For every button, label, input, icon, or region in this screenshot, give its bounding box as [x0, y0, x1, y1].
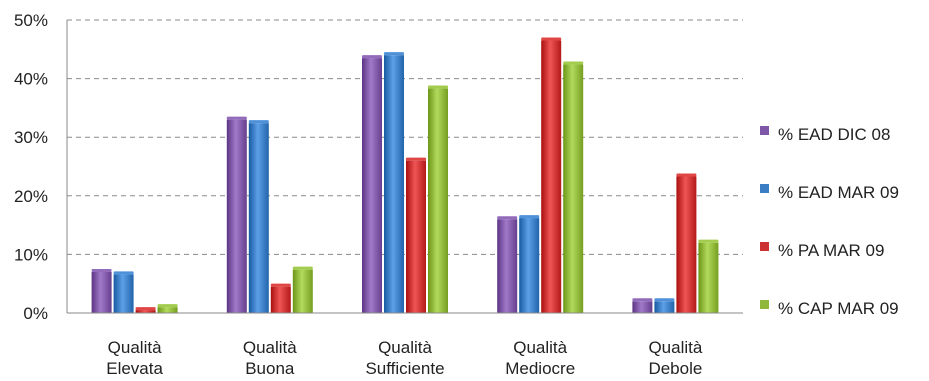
bar [91, 271, 112, 313]
bar [157, 307, 178, 313]
bar-cap [497, 216, 518, 220]
bar [563, 64, 584, 313]
bar-cap [632, 298, 653, 302]
y-tick-label: 30% [14, 128, 48, 147]
bar [384, 55, 404, 313]
bar-cap [157, 304, 178, 308]
x-category-label: Buona [245, 359, 295, 378]
bar [497, 219, 518, 313]
bar-cap [362, 55, 382, 59]
bar-cap [428, 85, 448, 89]
bar-cap [248, 120, 269, 124]
x-axis: Qualità Elevata Qualità Buona Qualità Suffici… [67, 312, 743, 378]
bar-cap [292, 266, 313, 270]
x-category-label: Qualità [648, 338, 702, 357]
legend-label: % CAP MAR 09 [778, 299, 899, 318]
bar [135, 310, 156, 313]
x-category-label: Mediocre [505, 359, 575, 378]
bar-cap [698, 239, 719, 243]
bar [698, 242, 719, 313]
legend-label: % PA MAR 09 [778, 241, 884, 260]
y-axis: 0% 10% 20% 30% 40% 50% [14, 11, 68, 323]
legend: % EAD DIC 08 % EAD MAR 09 % PA MAR 09 % CAP… [760, 125, 899, 318]
bar [519, 218, 540, 313]
y-tick-label: 20% [14, 187, 48, 206]
bar [270, 286, 291, 313]
bar [632, 301, 653, 313]
x-category-label: Qualità [378, 338, 432, 357]
bar-cap [226, 116, 247, 120]
legend-swatch [760, 126, 769, 135]
x-category-label: Elevata [106, 359, 163, 378]
bar-cap [270, 283, 291, 287]
x-category-label: Qualità [513, 338, 567, 357]
bar [428, 88, 448, 313]
bar-cap [519, 215, 540, 219]
y-tick-label: 0% [23, 304, 48, 323]
y-tick-label: 50% [14, 11, 48, 30]
bar [541, 40, 562, 313]
bar [406, 160, 426, 313]
bar [292, 269, 313, 313]
bar-cap [676, 173, 697, 177]
legend-swatch [760, 242, 769, 251]
bar [248, 123, 269, 313]
bar-cap [135, 307, 156, 311]
bar [654, 301, 675, 313]
bar-cap [654, 298, 675, 302]
x-category-label: Sufficiente [365, 359, 444, 378]
bar [226, 119, 247, 314]
legend-swatch [760, 184, 769, 193]
bar-cap [113, 271, 134, 275]
x-category-label: Debole [648, 359, 702, 378]
y-tick-label: 10% [14, 245, 48, 264]
bar [362, 58, 382, 314]
x-category-label: Qualità [108, 338, 162, 357]
bar-cap [563, 61, 584, 65]
legend-label: % EAD MAR 09 [778, 183, 899, 202]
legend-swatch [760, 300, 769, 309]
legend-label: % EAD DIC 08 [778, 125, 890, 144]
gridlines [67, 19, 743, 255]
bar-cap [406, 157, 426, 161]
bar-cap [384, 52, 404, 56]
x-category-label: Qualità [243, 338, 297, 357]
bar-cap [541, 37, 562, 41]
bar-cap [91, 268, 112, 272]
bars [91, 37, 719, 314]
bar [113, 274, 134, 313]
bar [676, 176, 697, 313]
y-tick-label: 40% [14, 70, 48, 89]
